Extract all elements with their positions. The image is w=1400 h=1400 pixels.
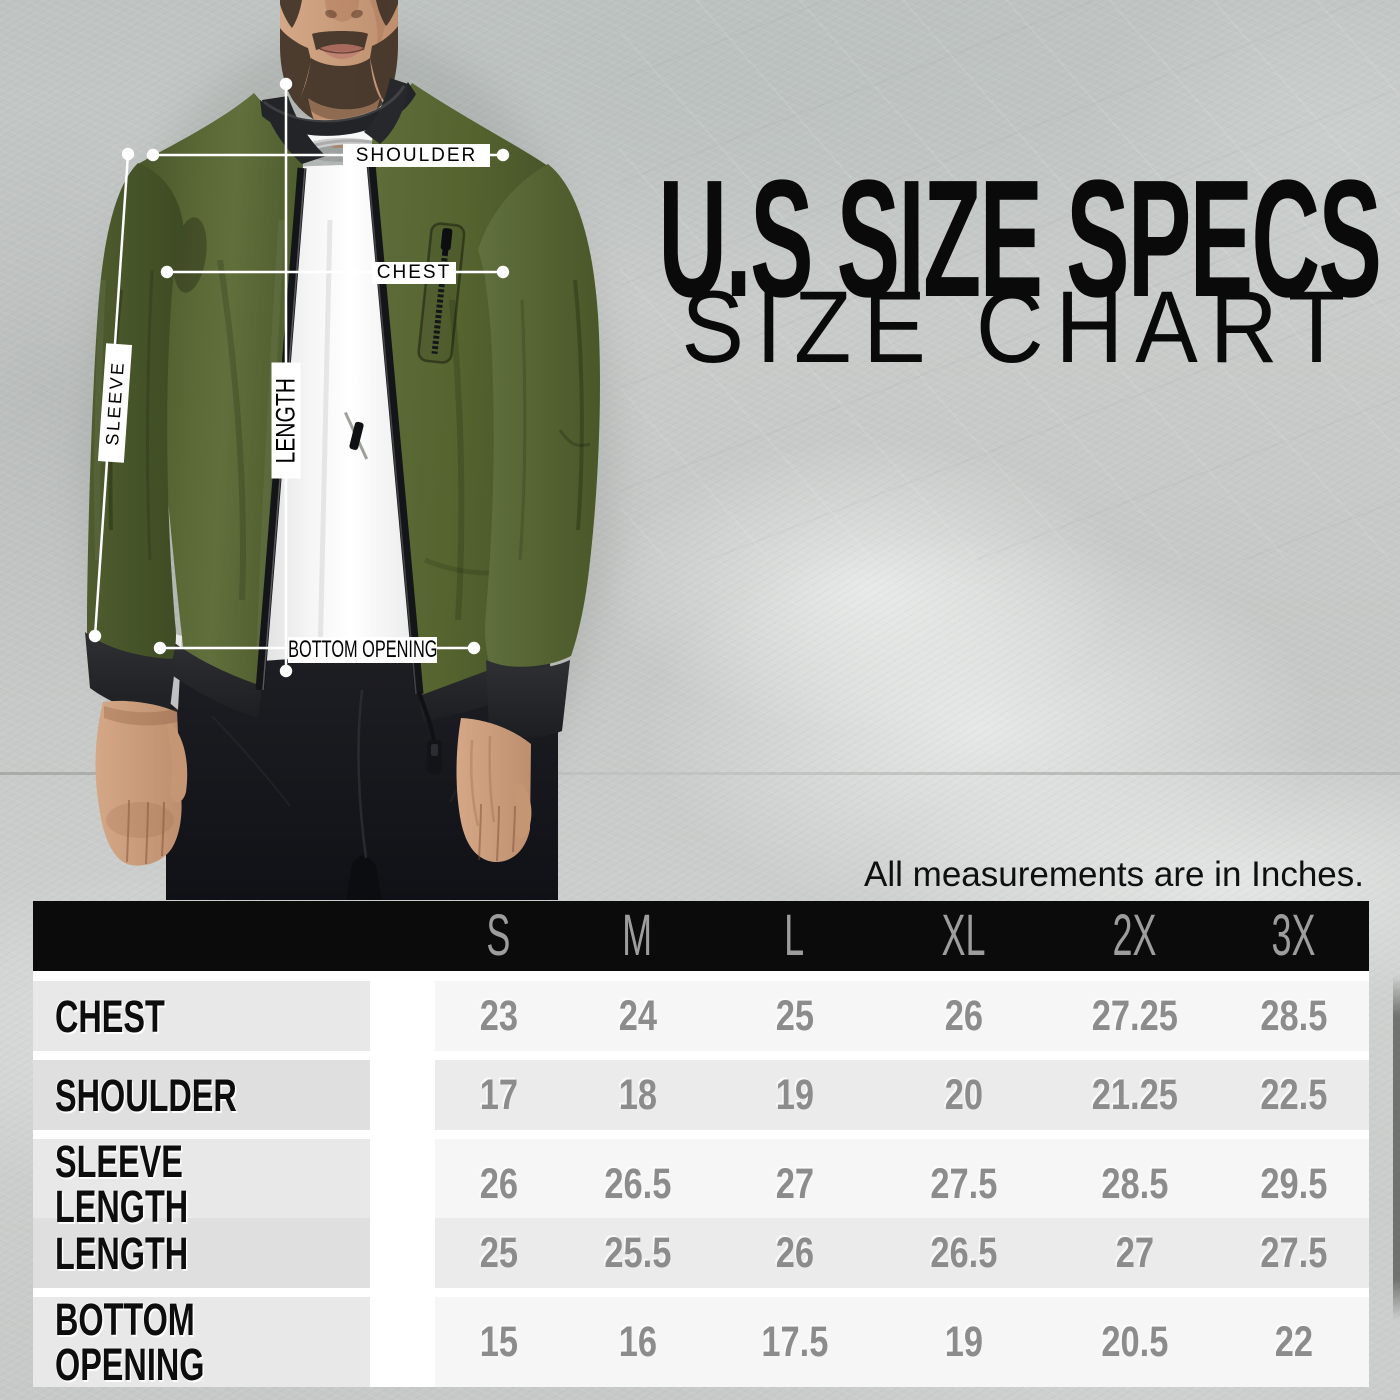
model-photo: [85, 0, 615, 900]
row-label: CHEST: [33, 981, 370, 1051]
table-value: 16: [562, 1297, 713, 1387]
shoulder-measure-label: SHOULDER: [343, 144, 490, 167]
side-pocket: [343, 411, 369, 460]
size-column-header: XL: [941, 903, 986, 968]
left-cuff-rib: [85, 632, 176, 717]
jacket-right-sleeve: [478, 164, 600, 738]
table-value: 20: [876, 1060, 1051, 1130]
measurement-unit-note: All measurements are in Inches.: [864, 855, 1364, 894]
table-value: 28.5: [1051, 1139, 1218, 1229]
measurement-dots: [88, 77, 510, 678]
table-value: 27: [1051, 1218, 1218, 1288]
jacket-collar: [260, 78, 416, 164]
table-value: 18: [562, 1060, 713, 1130]
length-measure-label: LENGTH: [271, 362, 301, 479]
chest-pocket-zipper: [417, 222, 466, 364]
table-value: 22.5: [1218, 1060, 1369, 1130]
table-value: 15: [435, 1297, 562, 1387]
table-value: 25: [435, 1218, 562, 1288]
table-value: 24: [562, 981, 713, 1051]
background-wall-seam: [0, 772, 1400, 775]
size-column-header: 2X: [1112, 903, 1157, 968]
row-label: LENGTH: [33, 1218, 370, 1288]
table-row-shoulder: SHOULDER 17 18 19 20 21.25 22.5: [33, 1060, 1369, 1130]
left-hand: [95, 700, 188, 866]
size-column-header: 3X: [1271, 903, 1316, 968]
upper-lip: [320, 44, 364, 52]
table-value: 29.5: [1218, 1139, 1369, 1229]
table-value: 26: [713, 1218, 876, 1288]
table-value: 19: [713, 1060, 876, 1130]
page-subtitle: SIZE CHART: [681, 270, 1357, 384]
size-table: S M L XL 2X 3X CHEST 23 24 25 26 27.25 2…: [33, 901, 1369, 1387]
table-value: 23: [435, 981, 562, 1051]
table-value: 27: [713, 1139, 876, 1229]
table-value: 19: [876, 1297, 1051, 1387]
table-value: 22: [1218, 1297, 1369, 1387]
table-value: 17.5: [713, 1297, 876, 1387]
table-row-chest: CHEST 23 24 25 26 27.25 28.5: [33, 981, 1369, 1051]
table-value: 27.25: [1051, 981, 1218, 1051]
size-table-header: S M L XL 2X 3X: [33, 901, 1369, 971]
size-column-header: M: [622, 903, 653, 968]
size-column-header: S: [486, 903, 511, 968]
table-row-bottom-opening: BOTTOM OPENING 15 16 17.5 19 20.5 22: [33, 1297, 1369, 1387]
background-texture-scratches: [620, 0, 1400, 560]
table-value: 26.5: [562, 1139, 713, 1229]
table-row-sleeve-length: SLEEVE LENGTH 26 26.5 27 27.5 28.5 29.5: [33, 1139, 1369, 1229]
table-value: 26: [435, 1139, 562, 1229]
table-value: 21.25: [1051, 1060, 1218, 1130]
bottom-opening-measure-label: BOTTOM OPENING: [287, 636, 438, 663]
row-label: SLEEVE LENGTH: [33, 1139, 370, 1229]
zipper-pull: [417, 691, 442, 774]
size-column-header: L: [784, 903, 805, 968]
right-hand: [456, 718, 532, 863]
table-value: 25.5: [562, 1218, 713, 1288]
table-value: 27.5: [876, 1139, 1051, 1229]
table-value: 20.5: [1051, 1297, 1218, 1387]
page-title: U.S SIZE SPECS: [658, 146, 1382, 332]
table-value: 27.5: [1218, 1218, 1369, 1288]
table-value: 26: [876, 981, 1051, 1051]
jeans: [166, 657, 558, 900]
table-value: 25: [713, 981, 876, 1051]
jacket-left-sleeve: [85, 163, 184, 717]
lower-lip: [322, 50, 362, 59]
right-cuff-rib: [486, 660, 570, 738]
table-row-length: LENGTH 25 25.5 26 26.5 27 27.5: [33, 1218, 1369, 1288]
row-label: BOTTOM OPENING: [33, 1297, 370, 1387]
chest-measure-label: CHEST: [372, 262, 456, 284]
photo-right-edge-shadow: [1393, 975, 1400, 1320]
table-value: 26.5: [876, 1218, 1051, 1288]
table-value: 28.5: [1218, 981, 1369, 1051]
table-value: 17: [435, 1060, 562, 1130]
row-label: SHOULDER: [33, 1060, 370, 1130]
